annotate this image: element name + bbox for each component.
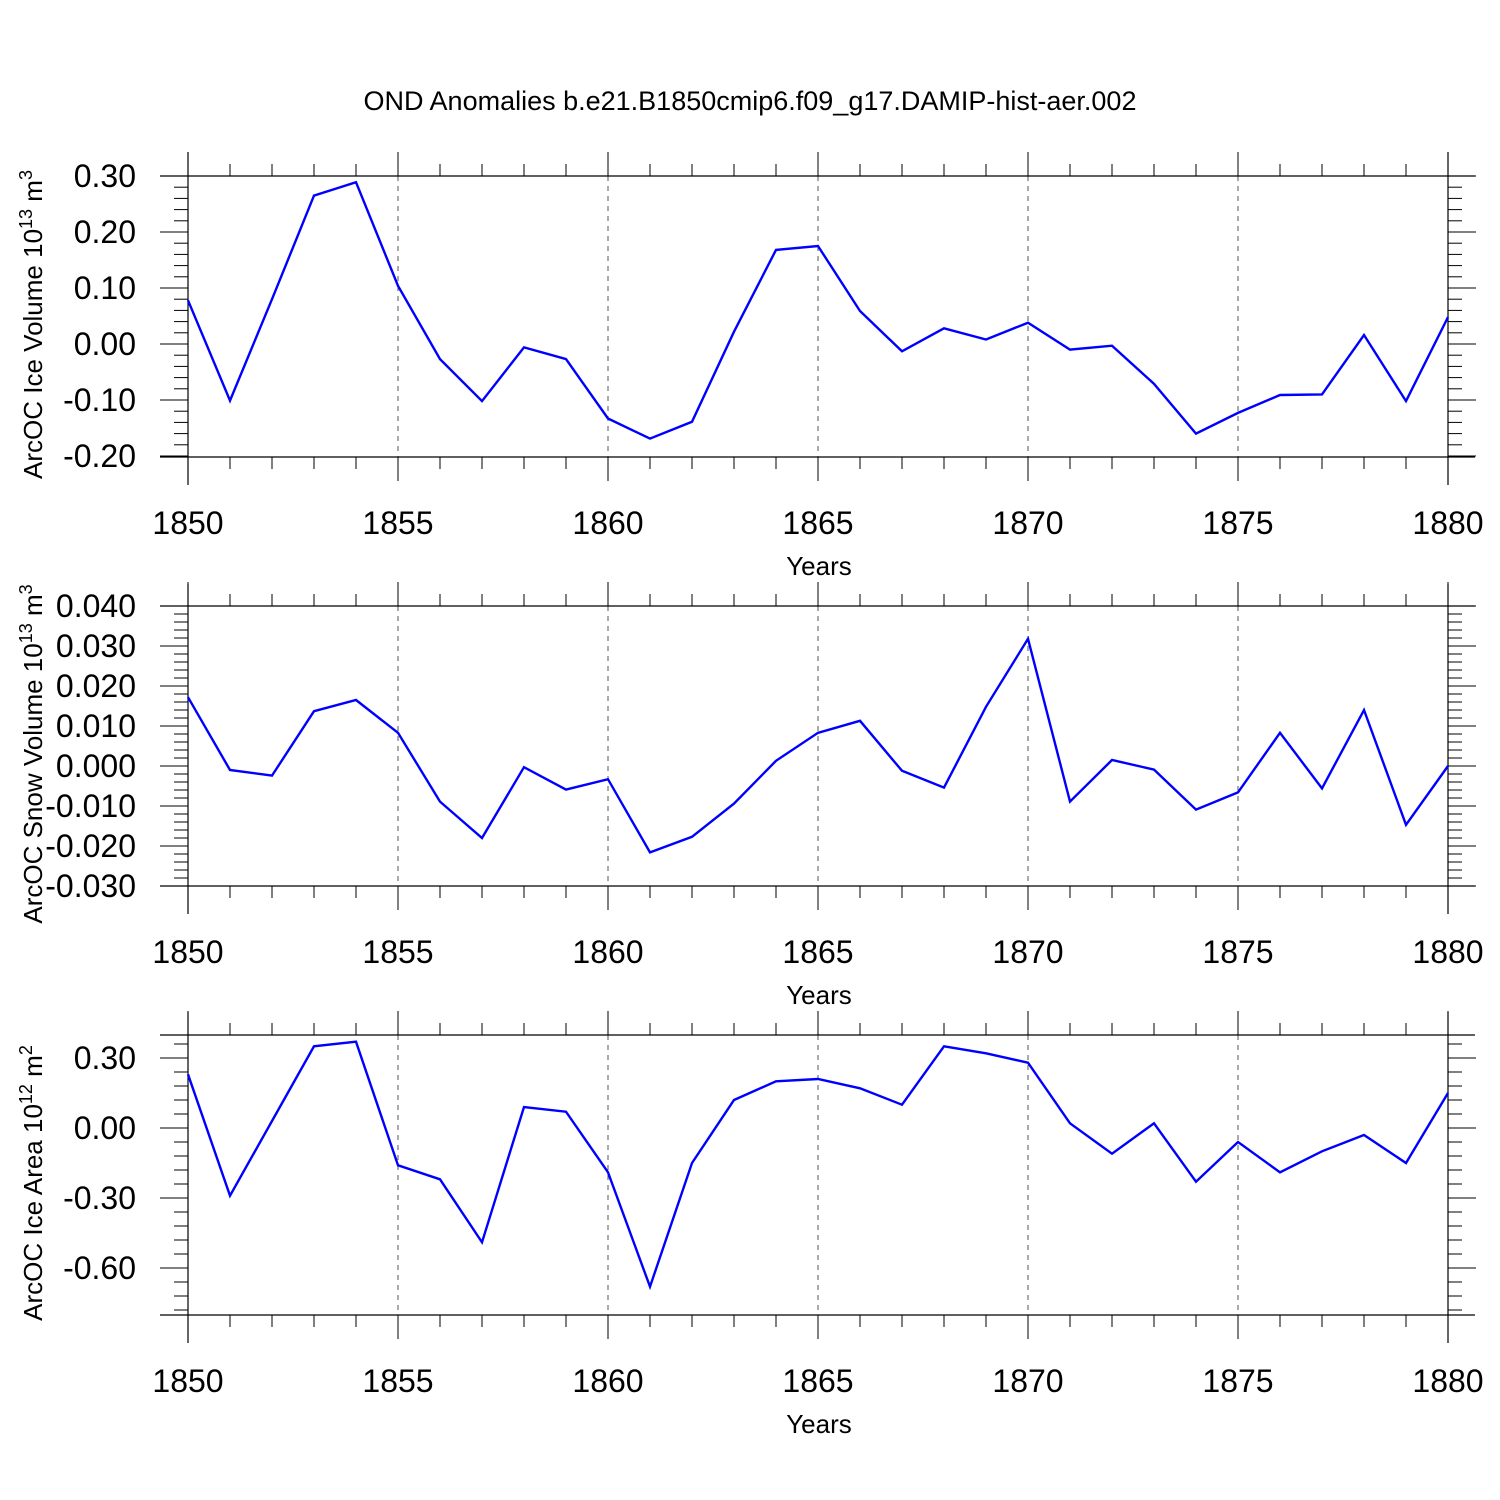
x-tick-label: 1880	[1412, 934, 1483, 970]
y-axis-label-text: ArcOC Ice Volume 10	[18, 229, 48, 479]
x-tick-label: 1855	[362, 934, 433, 970]
x-tick-label: 1875	[1202, 934, 1273, 970]
y-axis-label-text: ArcOC Ice Area 10	[18, 1104, 48, 1321]
chart-title: OND Anomalies b.e21.B1850cmip6.f09_g17.D…	[364, 86, 1137, 116]
x-tick-label: 1865	[782, 934, 853, 970]
y-axis-label-unit-exponent: 3	[16, 170, 36, 180]
y-tick-label: 0.30	[74, 1040, 136, 1076]
y-tick-label: -0.60	[63, 1250, 136, 1286]
x-tick-label: 1855	[362, 505, 433, 541]
y-tick-label: -0.20	[63, 438, 136, 474]
y-tick-label: -0.030	[45, 868, 136, 904]
y-tick-label: 0.30	[74, 158, 136, 194]
y-axis-label-unit: m	[18, 594, 48, 623]
y-tick-label: -0.010	[45, 788, 136, 824]
y-tick-label: 0.030	[56, 628, 136, 664]
y-axis-label: ArcOC Snow Volume 1013 m3	[16, 584, 48, 923]
panel-ice-volume: 1850 1855 1860 1865 1870 1875 1880 Years -0.20 -0…	[16, 152, 1484, 581]
y-tick-label: -0.020	[45, 828, 136, 864]
x-axis-label: Years	[786, 551, 852, 581]
series-line-ice-volume	[186, 180, 1450, 440]
panels: 1850 1855 1860 1865 1870 1875 1880 Years -0.20 -0…	[16, 152, 1484, 1439]
y-axis-label-text: ArcOC Snow Volume 10	[18, 643, 48, 923]
y-axis-label-unit: m	[18, 1055, 48, 1084]
x-tick-label: 1850	[152, 934, 223, 970]
x-tick-label: 1880	[1412, 1363, 1483, 1399]
x-tick-label: 1870	[992, 934, 1063, 970]
y-tick-label: -0.30	[63, 1180, 136, 1216]
x-tick-label: 1870	[992, 1363, 1063, 1399]
panel-ice-area: 1850 1855 1860 1865 1870 1875 1880 Years -0.60 -0…	[16, 1011, 1484, 1439]
series-line-ice-area	[186, 1040, 1450, 1291]
x-tick-label: 1875	[1202, 505, 1273, 541]
y-axis-label-unit: m	[18, 180, 48, 209]
y-tick-label: 0.010	[56, 708, 136, 744]
y-tick-label: 0.040	[56, 588, 136, 624]
x-tick-label: 1850	[152, 505, 223, 541]
panel-snow-volume: 1850 1855 1860 1865 1870 1875 1880 Years -0.030 -…	[16, 582, 1484, 1010]
y-axis-label-unit-exponent: 3	[16, 584, 36, 594]
y-axis-label-unit-exponent: 2	[16, 1045, 36, 1055]
x-tick-label: 1870	[992, 505, 1063, 541]
y-tick-label: 0.00	[74, 326, 136, 362]
x-tick-label: 1850	[152, 1363, 223, 1399]
y-tick-label: 0.20	[74, 214, 136, 250]
y-tick-label: 0.10	[74, 270, 136, 306]
series-line-snow-volume	[186, 635, 1449, 854]
y-tick-label: 0.00	[74, 1110, 136, 1146]
x-tick-label: 1860	[572, 505, 643, 541]
y-axis-label: ArcOC Ice Area 1012 m2	[16, 1045, 48, 1321]
y-axis-label: ArcOC Ice Volume 1013 m3	[16, 170, 48, 479]
y-axis-label-exponent: 12	[16, 1084, 36, 1104]
y-axis-label-exponent: 13	[16, 209, 36, 229]
x-tick-label: 1880	[1412, 505, 1483, 541]
x-tick-label: 1865	[782, 505, 853, 541]
x-tick-label: 1855	[362, 1363, 433, 1399]
x-tick-label: 1860	[572, 934, 643, 970]
x-tick-label: 1865	[782, 1363, 853, 1399]
x-axis-label: Years	[786, 980, 852, 1010]
y-tick-label: -0.10	[63, 382, 136, 418]
y-tick-label: 0.000	[56, 748, 136, 784]
x-axis-label: Years	[786, 1409, 852, 1439]
y-axis-label-exponent: 13	[16, 623, 36, 643]
y-tick-label: 0.020	[56, 668, 136, 704]
x-tick-label: 1860	[572, 1363, 643, 1399]
x-tick-label: 1875	[1202, 1363, 1273, 1399]
